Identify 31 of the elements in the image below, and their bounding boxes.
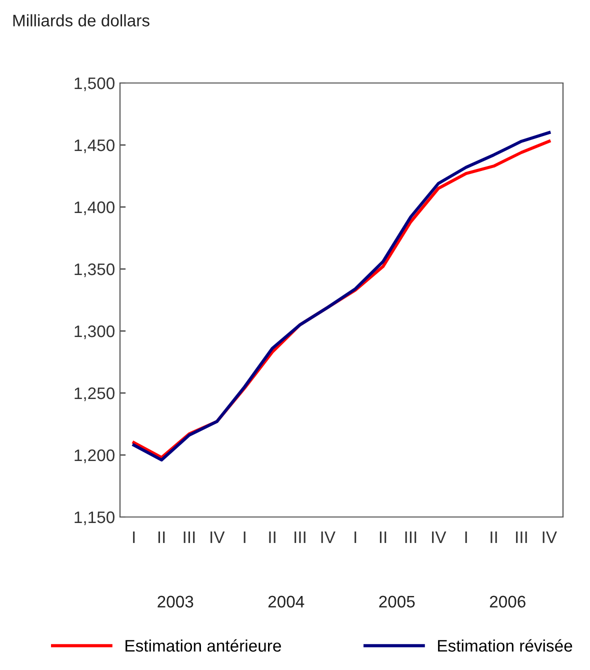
x-tick-label: II xyxy=(490,532,497,543)
x-tick-label: I xyxy=(465,532,467,543)
y-tick-label: 1,450 xyxy=(74,139,114,154)
legend-label: Estimation révisée xyxy=(438,639,572,652)
x-tick-label: IV xyxy=(321,532,336,543)
x-tick-label: III xyxy=(184,532,195,543)
text: 2004 xyxy=(268,596,304,608)
x-tick-label: IV xyxy=(432,532,446,543)
text: 2003 xyxy=(158,596,194,608)
x-tick-label: I xyxy=(133,532,135,543)
x-tick-label: IV xyxy=(210,532,225,543)
x-tick-label: II xyxy=(380,532,386,543)
y-tick-label: 1,200 xyxy=(74,449,114,464)
y-axis-title: Milliards de dollars xyxy=(13,14,150,26)
text: 2006 xyxy=(490,596,526,608)
x-tick-label: II xyxy=(158,532,165,543)
x-tick-label: I xyxy=(354,532,356,543)
x-tick-label: III xyxy=(516,532,527,543)
y-tick-label: 1,150 xyxy=(74,511,114,526)
y-tick-label: 1,500 xyxy=(74,77,114,92)
y-tick-label: 1,400 xyxy=(74,201,114,216)
x-tick-label: II xyxy=(269,532,276,543)
x-tick-label: III xyxy=(294,532,306,543)
x-tick-label: IV xyxy=(542,532,557,543)
x-tick-label: I xyxy=(244,532,246,543)
legend-label: Estimation antérieure xyxy=(126,639,281,652)
y-tick-label: 1,250 xyxy=(74,387,114,402)
y-tick-label: 1,350 xyxy=(74,263,114,278)
text: 2005 xyxy=(379,596,415,608)
x-tick-label: III xyxy=(405,532,416,543)
y-tick-label: 1,300 xyxy=(74,325,114,340)
